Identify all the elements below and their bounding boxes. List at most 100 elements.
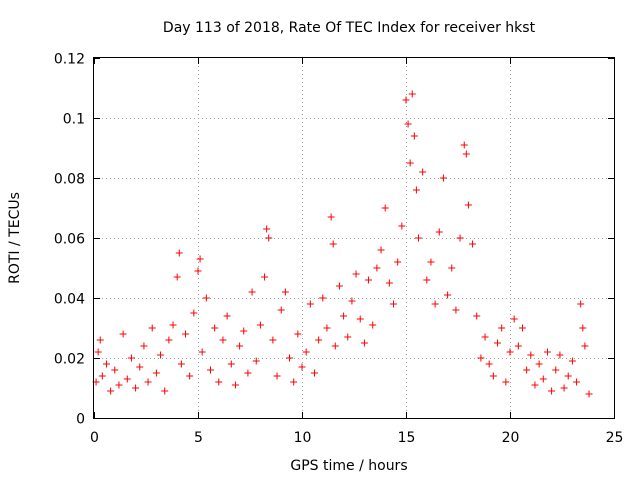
data-point <box>535 360 543 368</box>
y-tick-label: 0.06 <box>54 232 85 248</box>
y-tick-labels: 0 0.02 0.04 0.06 0.08 0.1 0.12 <box>54 52 85 428</box>
data-point <box>315 336 323 344</box>
data-point <box>494 339 502 347</box>
y-tick-label: 0.1 <box>63 112 85 128</box>
data-point <box>140 342 148 350</box>
data-point <box>227 360 235 368</box>
data-point <box>161 387 169 395</box>
data-point <box>448 264 456 272</box>
data-point <box>548 387 556 395</box>
data-point <box>456 234 464 242</box>
data-point <box>489 372 497 380</box>
data-point <box>165 336 173 344</box>
data-point <box>211 324 219 332</box>
data-point <box>352 270 360 278</box>
data-point <box>329 240 337 248</box>
chart-title: Day 113 of 2018, Rate Of TEC Index for r… <box>163 20 536 36</box>
data-point <box>186 372 194 380</box>
data-point <box>498 324 506 332</box>
data-point <box>564 372 572 380</box>
data-point <box>406 159 414 167</box>
y-tick-label: 0.02 <box>54 352 85 368</box>
data-point <box>132 384 140 392</box>
data-point <box>439 174 447 182</box>
data-point <box>198 348 206 356</box>
data-point <box>477 354 485 362</box>
x-tick-label: 10 <box>294 430 312 446</box>
data-point <box>398 222 406 230</box>
data-point <box>435 228 443 236</box>
grid-lines <box>94 58 614 418</box>
data-point <box>236 342 244 350</box>
data-point <box>273 372 281 380</box>
plot-frame <box>93 57 615 419</box>
data-point <box>269 336 277 344</box>
data-point <box>173 273 181 281</box>
data-point <box>390 300 398 308</box>
data-point <box>460 141 468 149</box>
y-tick-label: 0 <box>76 412 85 428</box>
data-point <box>177 360 185 368</box>
data-point <box>306 300 314 308</box>
data-point <box>298 363 306 371</box>
data-point <box>206 366 214 374</box>
data-point <box>531 381 539 389</box>
data-point <box>414 234 422 242</box>
data-point <box>502 378 510 386</box>
data-point <box>157 351 165 359</box>
data-point <box>190 309 198 317</box>
data-point <box>194 267 202 275</box>
data-point <box>182 330 190 338</box>
data-point <box>410 132 418 140</box>
data-point <box>568 357 576 365</box>
data-point <box>94 348 102 356</box>
x-tick-label: 15 <box>398 430 416 446</box>
x-axis-label: GPS time / hours <box>290 458 407 474</box>
data-point <box>469 240 477 248</box>
y-tick-label: 0.04 <box>54 292 85 308</box>
data-point <box>402 96 410 104</box>
data-point <box>365 276 373 284</box>
data-point <box>579 324 587 332</box>
data-point <box>248 288 256 296</box>
data-point <box>377 246 385 254</box>
data-point <box>310 369 318 377</box>
data-point <box>344 333 352 341</box>
data-point <box>294 330 302 338</box>
data-point <box>427 258 435 266</box>
data-point <box>560 384 568 392</box>
data-point <box>506 348 514 356</box>
data-point <box>219 336 227 344</box>
data-point <box>223 312 231 320</box>
x-tick-labels: 0 5 10 15 20 25 <box>90 430 623 446</box>
data-point <box>381 204 389 212</box>
data-point <box>514 342 522 350</box>
data-point <box>543 348 551 356</box>
data-point <box>539 375 547 383</box>
data-point <box>256 321 264 329</box>
x-tick-label: 5 <box>194 430 203 446</box>
data-point <box>263 225 271 233</box>
data-point <box>290 378 298 386</box>
data-point <box>244 369 252 377</box>
data-point <box>202 294 210 302</box>
data-point <box>369 321 377 329</box>
data-point <box>462 150 470 158</box>
data-point <box>175 249 183 257</box>
x-tick-label: 20 <box>502 430 520 446</box>
data-point <box>319 294 327 302</box>
data-point <box>111 366 119 374</box>
y-tick-label: 0.12 <box>54 52 85 68</box>
data-point <box>464 201 472 209</box>
data-point <box>394 258 402 266</box>
data-point <box>281 288 289 296</box>
data-point <box>419 168 427 176</box>
y-axis-label: ROTI / TECUs <box>7 192 23 284</box>
x-tick-label: 25 <box>606 430 624 446</box>
data-point <box>523 366 531 374</box>
data-point <box>252 357 260 365</box>
data-point <box>527 351 535 359</box>
data-point <box>577 300 585 308</box>
data-point <box>119 330 127 338</box>
